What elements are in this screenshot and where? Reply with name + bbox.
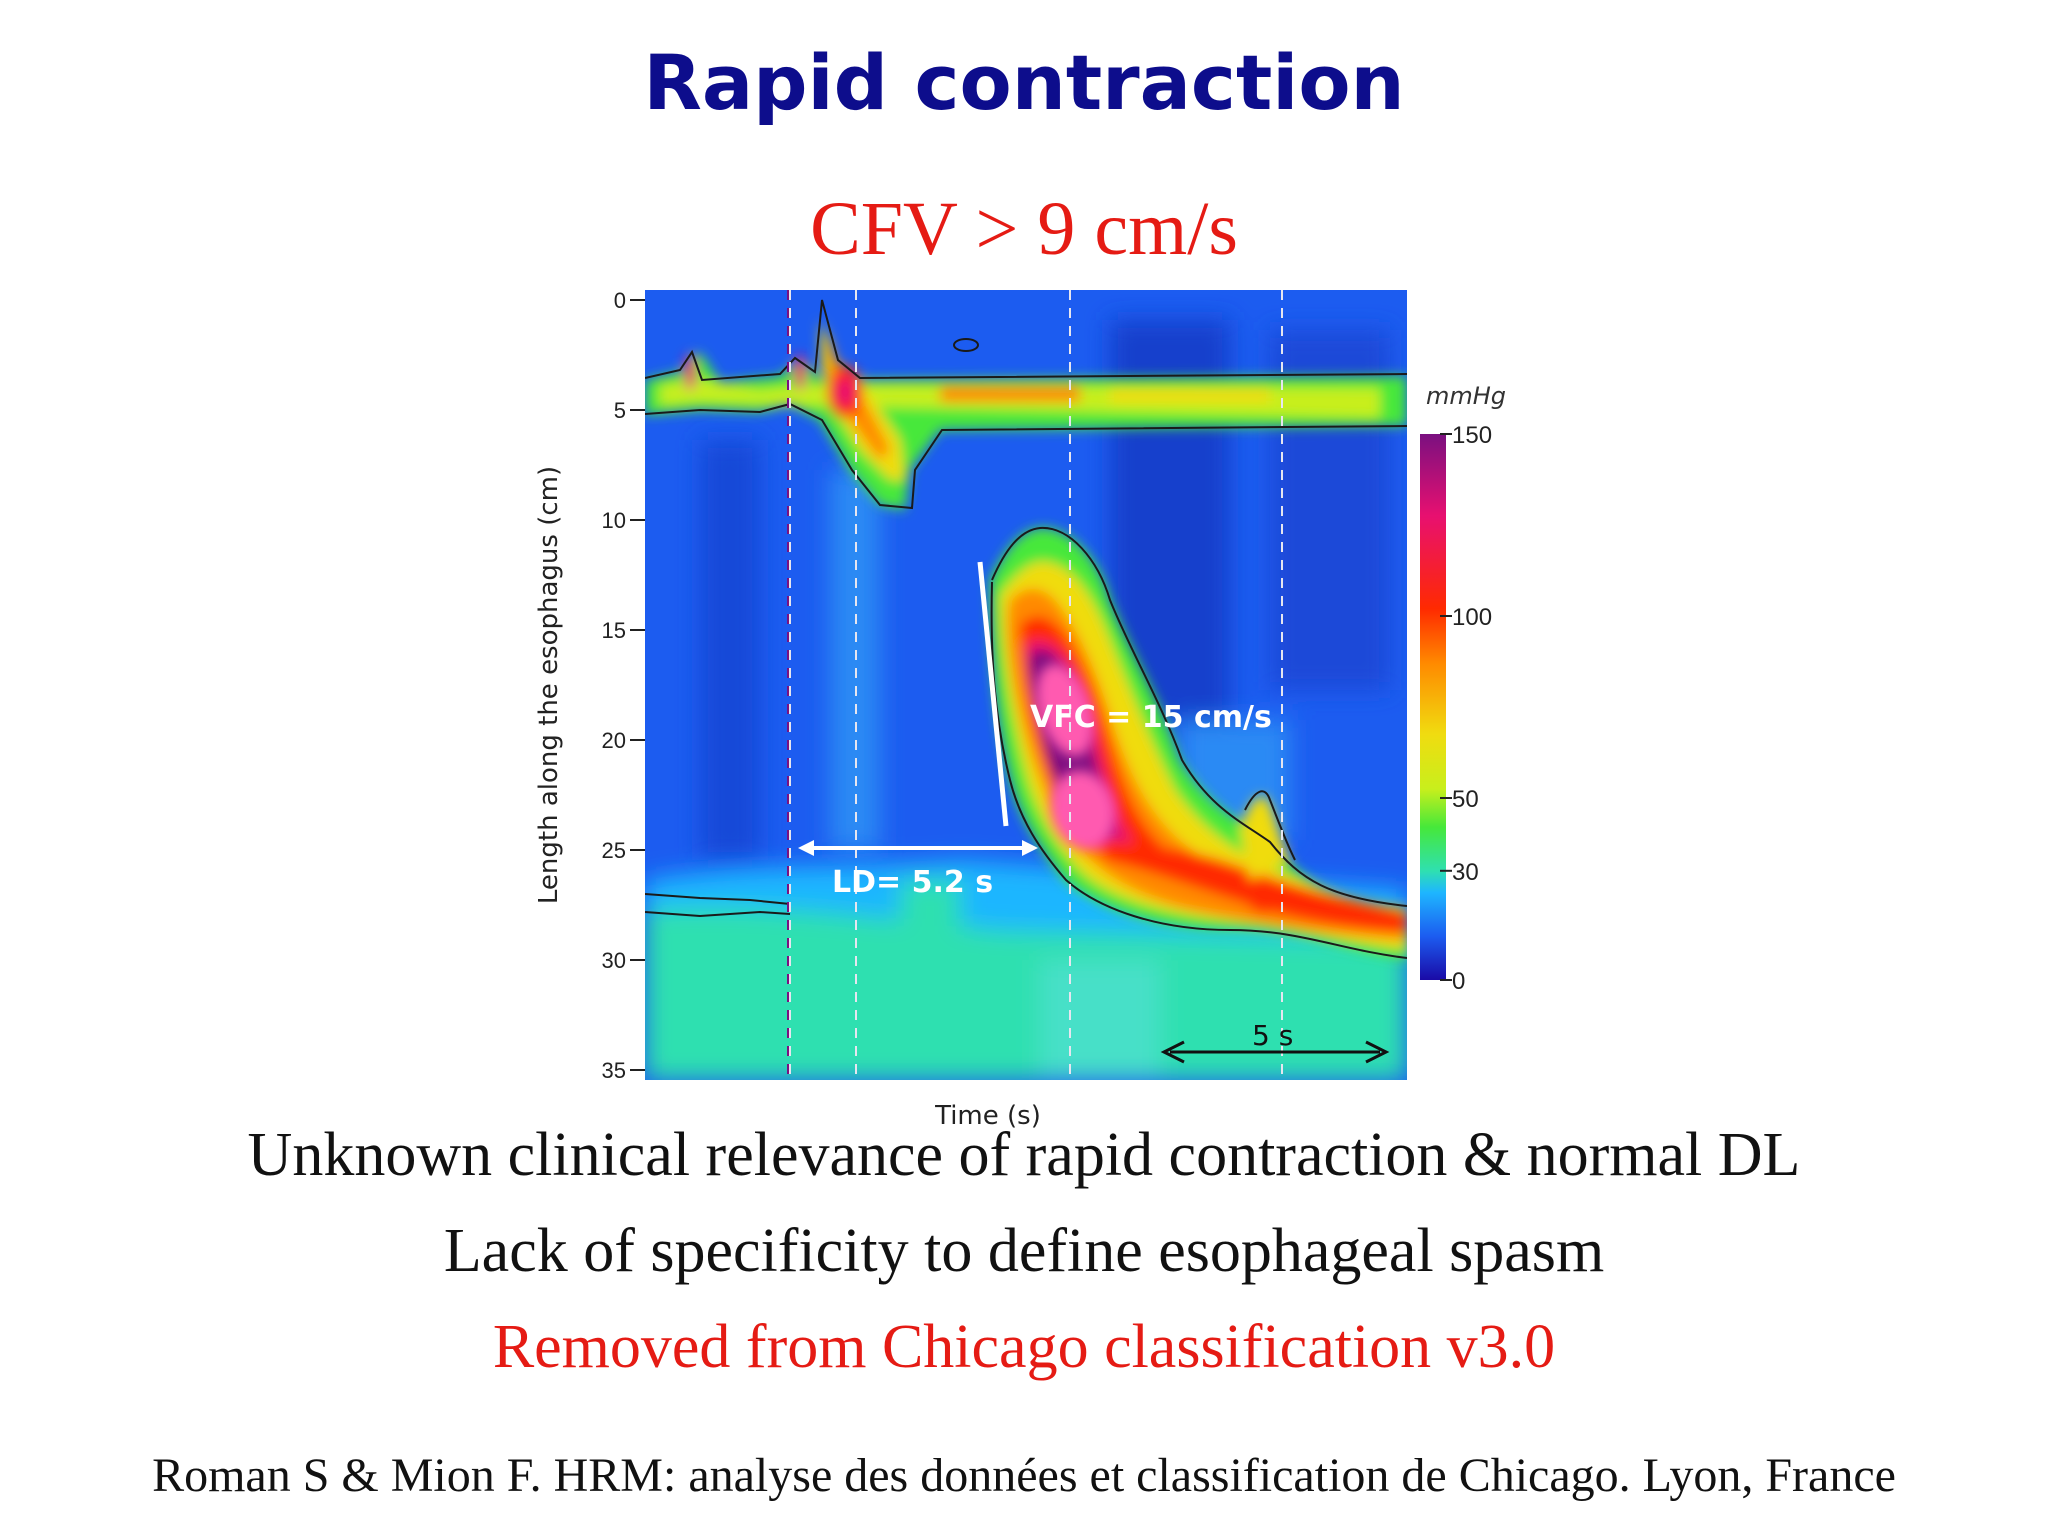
ld-arrow bbox=[798, 840, 1038, 856]
hrm-pressure-topography-chart: VFC = 15 cm/s LD= 5.2 s 5 s 0 5 10 15 20 25 30… bbox=[534, 288, 1506, 1131]
y-tick-label: 10 bbox=[602, 508, 626, 533]
y-tick-label: 0 bbox=[614, 288, 626, 313]
colorbar-tick-label: 50 bbox=[1452, 786, 1479, 813]
colorbar-tick-label: 0 bbox=[1452, 968, 1465, 995]
x-axis-label: Time (s) bbox=[934, 1101, 1041, 1131]
colorbar-tick-label: 150 bbox=[1452, 422, 1492, 449]
reference-citation: Roman S & Mion F. HRM: analyse des donné… bbox=[152, 1449, 1896, 1502]
y-tick-label: 5 bbox=[614, 398, 626, 423]
velocity-line bbox=[977, 561, 1009, 827]
colorbar-ticks: 150 100 50 30 0 bbox=[1440, 422, 1492, 995]
contraction-cores bbox=[1036, 663, 1116, 850]
y-tick-label: 20 bbox=[602, 728, 626, 753]
vfc-annotation: VFC = 15 cm/s bbox=[1030, 700, 1272, 735]
bullet-1: Unknown clinical relevance of rapid cont… bbox=[247, 1121, 1801, 1189]
colorbar bbox=[1420, 434, 1446, 980]
y-tick-label: 15 bbox=[602, 618, 626, 643]
time-markers bbox=[789, 290, 1283, 1080]
bullet-3: Removed from Chicago classification v3.0 bbox=[492, 1313, 1556, 1381]
pressure-heatmap bbox=[645, 290, 1407, 1080]
y-axis-label: Length along the esophagus (cm) bbox=[534, 466, 564, 904]
ld-annotation: LD= 5.2 s bbox=[832, 865, 993, 900]
colorbar-unit: mmHg bbox=[1426, 382, 1506, 410]
y-tick-label: 30 bbox=[602, 948, 626, 973]
colorbar-tick-label: 30 bbox=[1452, 859, 1479, 886]
scale-annotation: 5 s bbox=[1252, 1019, 1293, 1052]
bullet-2: Lack of specificity to define esophageal… bbox=[443, 1217, 1605, 1285]
slide-subtitle: CFV > 9 cm/s bbox=[810, 187, 1238, 271]
slide-title: Rapid contraction bbox=[643, 38, 1405, 127]
y-tick-label: 25 bbox=[602, 838, 626, 863]
colorbar-tick-label: 100 bbox=[1452, 604, 1492, 631]
y-axis: 0 5 10 15 20 25 30 35 bbox=[602, 288, 645, 1083]
y-tick-label: 35 bbox=[602, 1058, 626, 1083]
scale-arrow bbox=[1160, 1040, 1390, 1064]
